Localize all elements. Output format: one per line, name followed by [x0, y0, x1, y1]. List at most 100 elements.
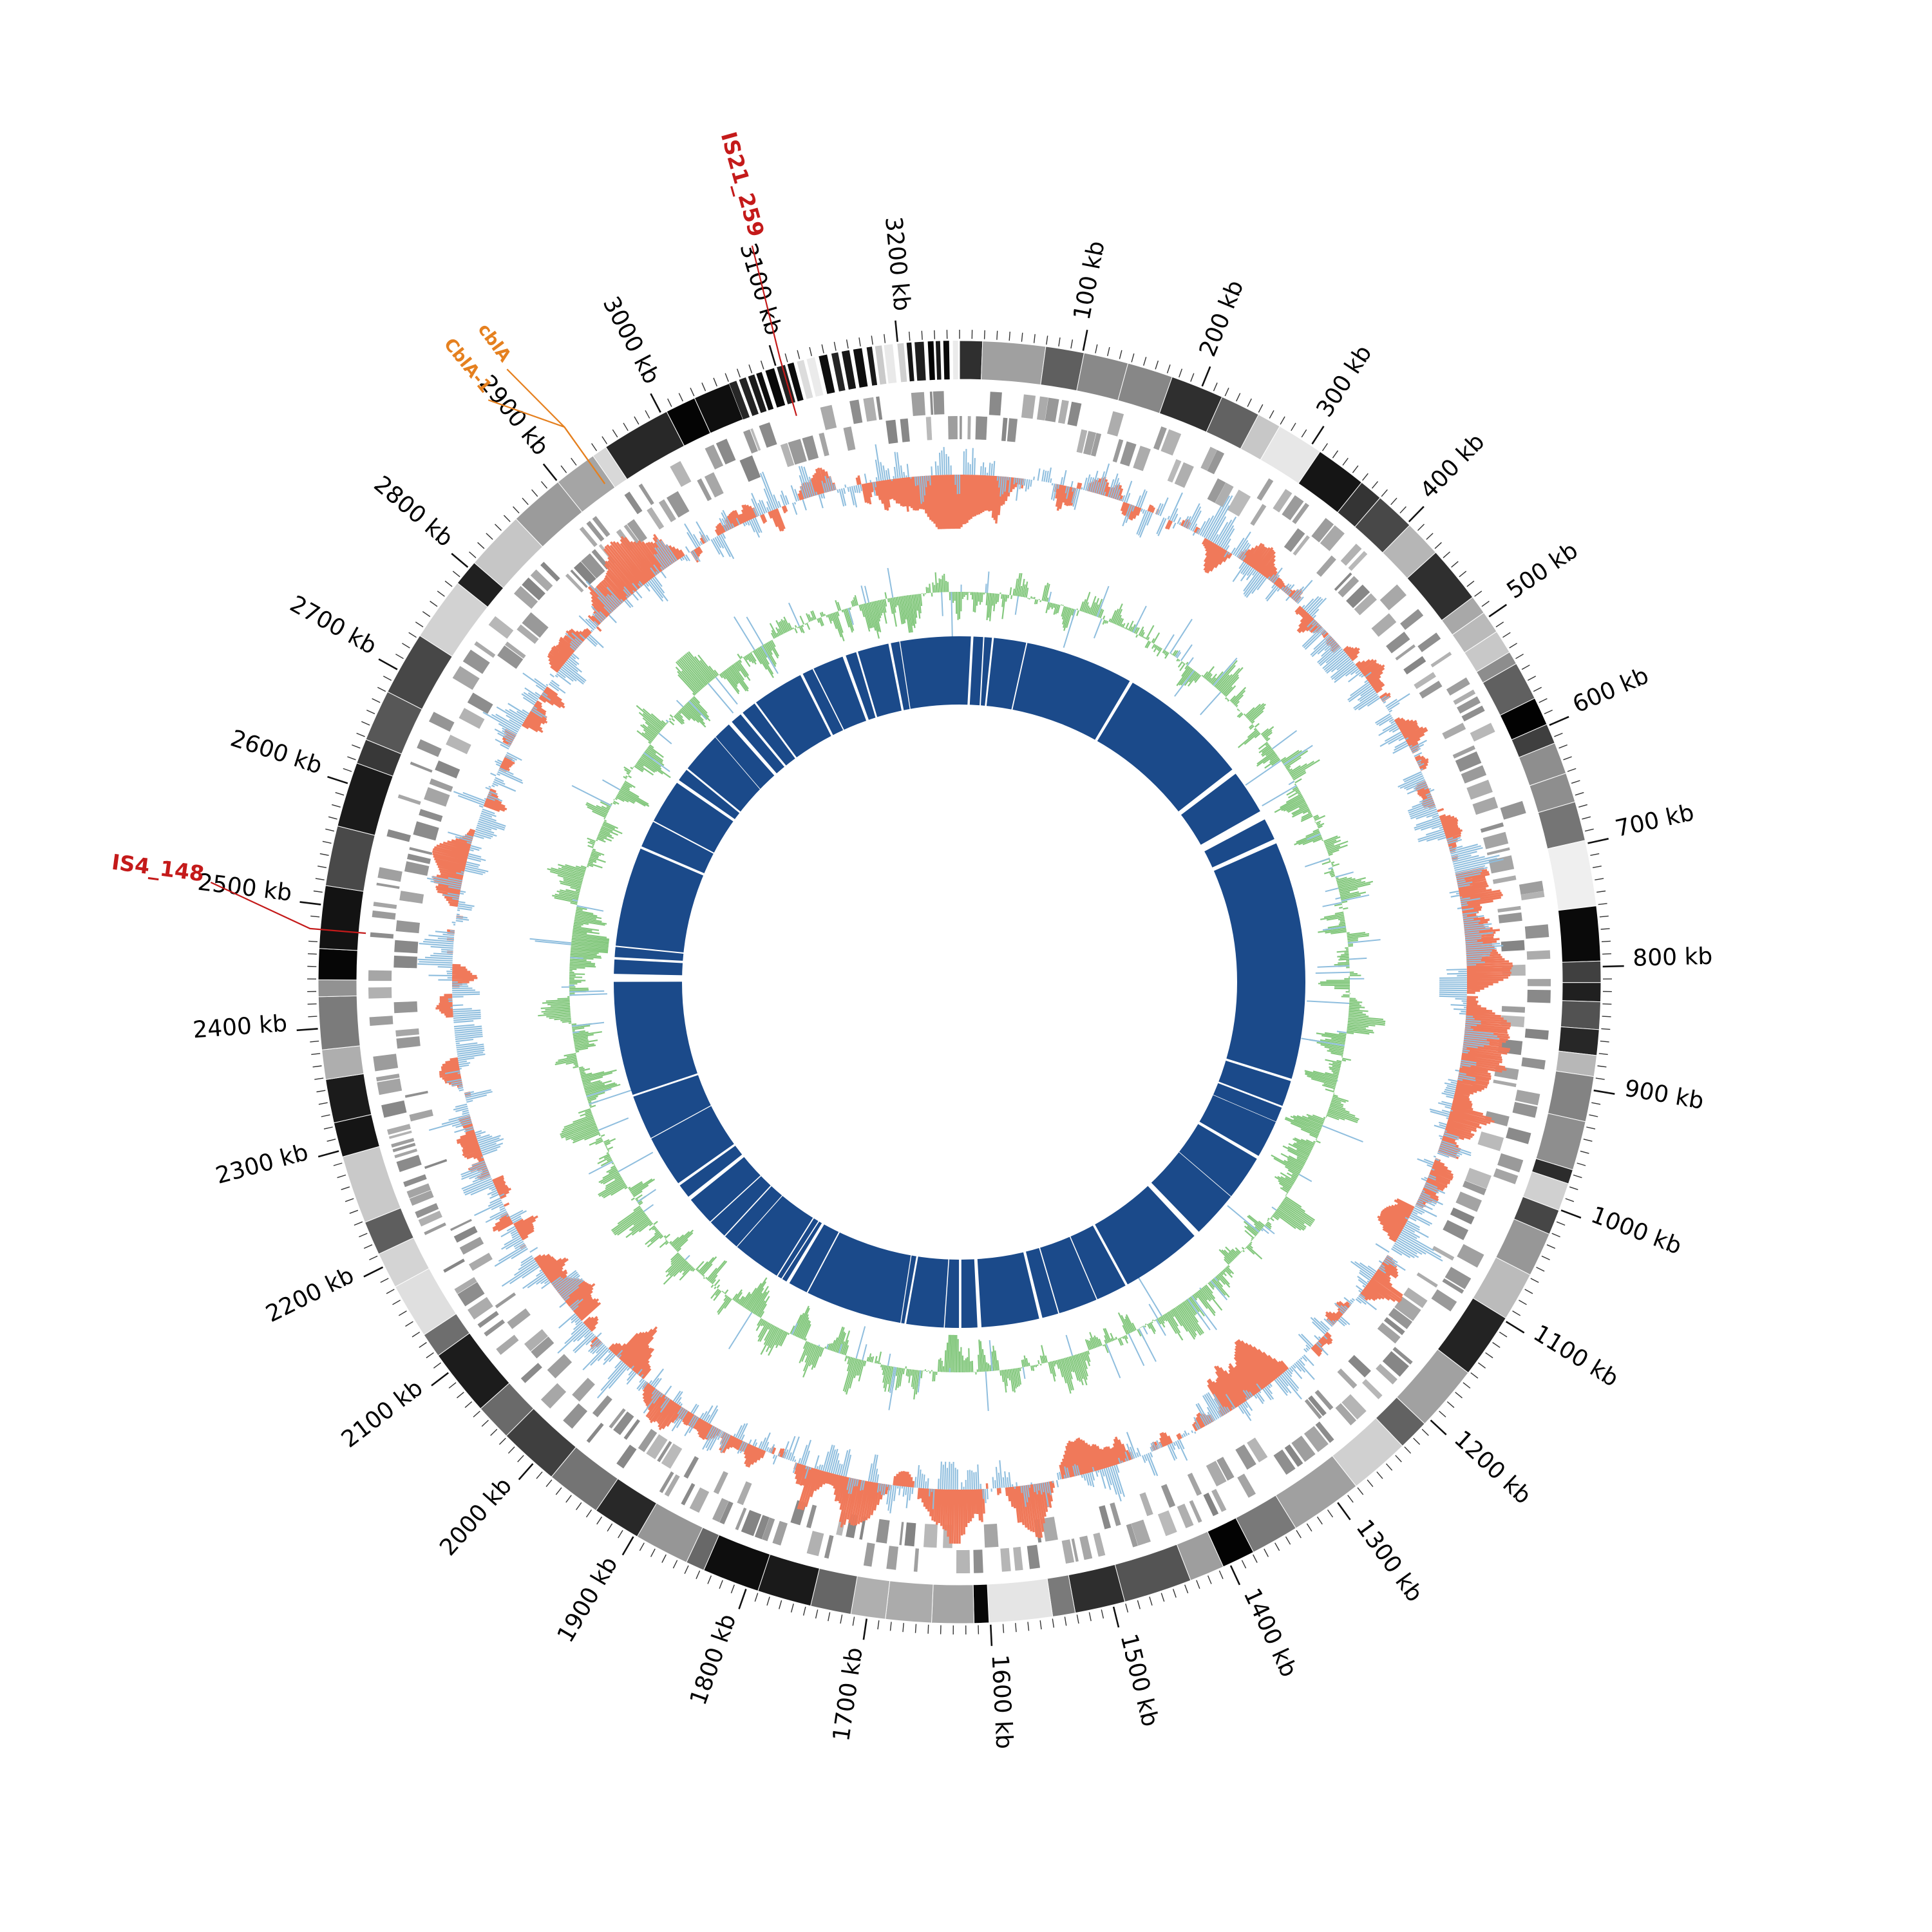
- coverage-gap: [1217, 1081, 1284, 1108]
- gene-block: [1388, 1307, 1413, 1329]
- gene-block: [1320, 525, 1345, 551]
- ideogram-band: [1561, 960, 1602, 983]
- gene-block: [1167, 459, 1182, 483]
- gene-block: [1486, 847, 1510, 856]
- ideogram-band: [831, 352, 846, 392]
- ideogram-band: [797, 359, 813, 399]
- gene-block: [1457, 1244, 1484, 1268]
- gene-block: [1455, 751, 1482, 772]
- gene-block: [1235, 1444, 1256, 1470]
- gene-block: [1153, 426, 1167, 450]
- gene-block: [1133, 446, 1151, 471]
- gene-block: [413, 821, 439, 841]
- gene-block: [373, 1054, 399, 1072]
- gene-block: [1215, 482, 1234, 507]
- gene-block: [1501, 940, 1525, 952]
- gene-block: [531, 1336, 554, 1359]
- coverage-gap: [687, 1153, 745, 1201]
- gene-block: [712, 1498, 729, 1522]
- gene-block: [396, 1155, 422, 1172]
- gene-block: [627, 519, 647, 543]
- coverage-hairline-gap: [652, 820, 715, 855]
- gene-block: [1463, 1180, 1487, 1195]
- gene-block: [1346, 584, 1370, 609]
- gene-block: [540, 562, 560, 582]
- coverage-gap: [631, 1073, 699, 1097]
- tick-label: 800 kb: [1633, 943, 1713, 972]
- gene-block: [904, 1522, 916, 1547]
- gene-block: [547, 1354, 573, 1379]
- tick-label: 500 kb: [1502, 537, 1583, 604]
- gene-block: [469, 1253, 493, 1271]
- gene-block: [1497, 1153, 1524, 1173]
- gene-block: [477, 1311, 499, 1328]
- gene-block: [1211, 1489, 1227, 1512]
- gene-block: [573, 562, 596, 585]
- ideogram-band: [325, 1073, 372, 1124]
- gene-block: [670, 460, 692, 488]
- gene-block: [1382, 1351, 1409, 1377]
- ideogram-band: [1557, 905, 1602, 963]
- gene-block: [1334, 572, 1352, 591]
- coverage-gap: [1177, 768, 1237, 816]
- coverage-gap: [676, 779, 736, 822]
- gene-block: [454, 1277, 477, 1294]
- coverage-hairline-gap: [730, 721, 777, 775]
- gene-block: [1131, 1519, 1151, 1546]
- coverage-gap: [677, 1143, 737, 1186]
- gene-block: [960, 415, 962, 439]
- tick-label: 1700 kb: [828, 1645, 868, 1743]
- ideogram-band: [1547, 840, 1597, 911]
- gene-block: [394, 940, 419, 954]
- gene-block: [381, 1100, 407, 1118]
- gene-block: [467, 692, 493, 714]
- gene-block: [496, 1334, 519, 1355]
- gene-block: [592, 1395, 612, 1417]
- gene-block: [624, 491, 643, 515]
- tick-label: 3100 kb: [734, 240, 786, 338]
- gene-block: [1067, 401, 1082, 426]
- ideogram-band: [1547, 1070, 1595, 1122]
- ideogram-band: [1560, 1000, 1602, 1030]
- gene-block: [1520, 891, 1545, 900]
- gene-block: [1484, 1111, 1510, 1126]
- gene-block: [404, 1090, 428, 1098]
- gene-block: [424, 1222, 446, 1235]
- gene-block: [514, 585, 538, 609]
- coverage-gap: [753, 701, 798, 760]
- gene-block: [462, 649, 490, 674]
- gene-block: [1515, 1090, 1540, 1106]
- tick-label: 200 kb: [1195, 276, 1249, 360]
- tick-label: 2600 kb: [227, 725, 325, 779]
- coverage-gap: [1224, 1058, 1293, 1082]
- gene-block: [495, 1292, 516, 1309]
- gene-block: [1348, 551, 1368, 571]
- gene-block: [1107, 411, 1124, 437]
- gene-block: [859, 1516, 866, 1540]
- gene-block: [459, 1236, 484, 1255]
- gene-block: [772, 1520, 788, 1546]
- gene-block: [396, 1036, 421, 1049]
- ideogram-band: [1068, 1564, 1126, 1614]
- gene-block: [417, 739, 442, 757]
- coverage-gap: [739, 712, 787, 768]
- ideogram-band: [342, 1146, 401, 1223]
- gene-block: [376, 882, 400, 889]
- gene-block: [1037, 396, 1048, 421]
- gene-block: [1283, 528, 1305, 553]
- gene-block: [409, 1190, 434, 1206]
- ideogram-band: [897, 343, 907, 383]
- ideogram-band: [739, 377, 759, 416]
- gene-block: [372, 910, 396, 920]
- gene-block: [1045, 397, 1059, 422]
- gene-block: [1083, 431, 1097, 455]
- ideogram-band: [927, 341, 935, 381]
- coverage-gap: [639, 846, 706, 876]
- gene-block: [849, 399, 863, 424]
- gene-block: [1498, 912, 1522, 923]
- coverage-gap: [1146, 1181, 1200, 1237]
- ideogram-band: [1558, 1026, 1600, 1056]
- gene-block: [1477, 1132, 1504, 1151]
- coverage-gap: [799, 672, 834, 737]
- gene-block: [1071, 1538, 1079, 1562]
